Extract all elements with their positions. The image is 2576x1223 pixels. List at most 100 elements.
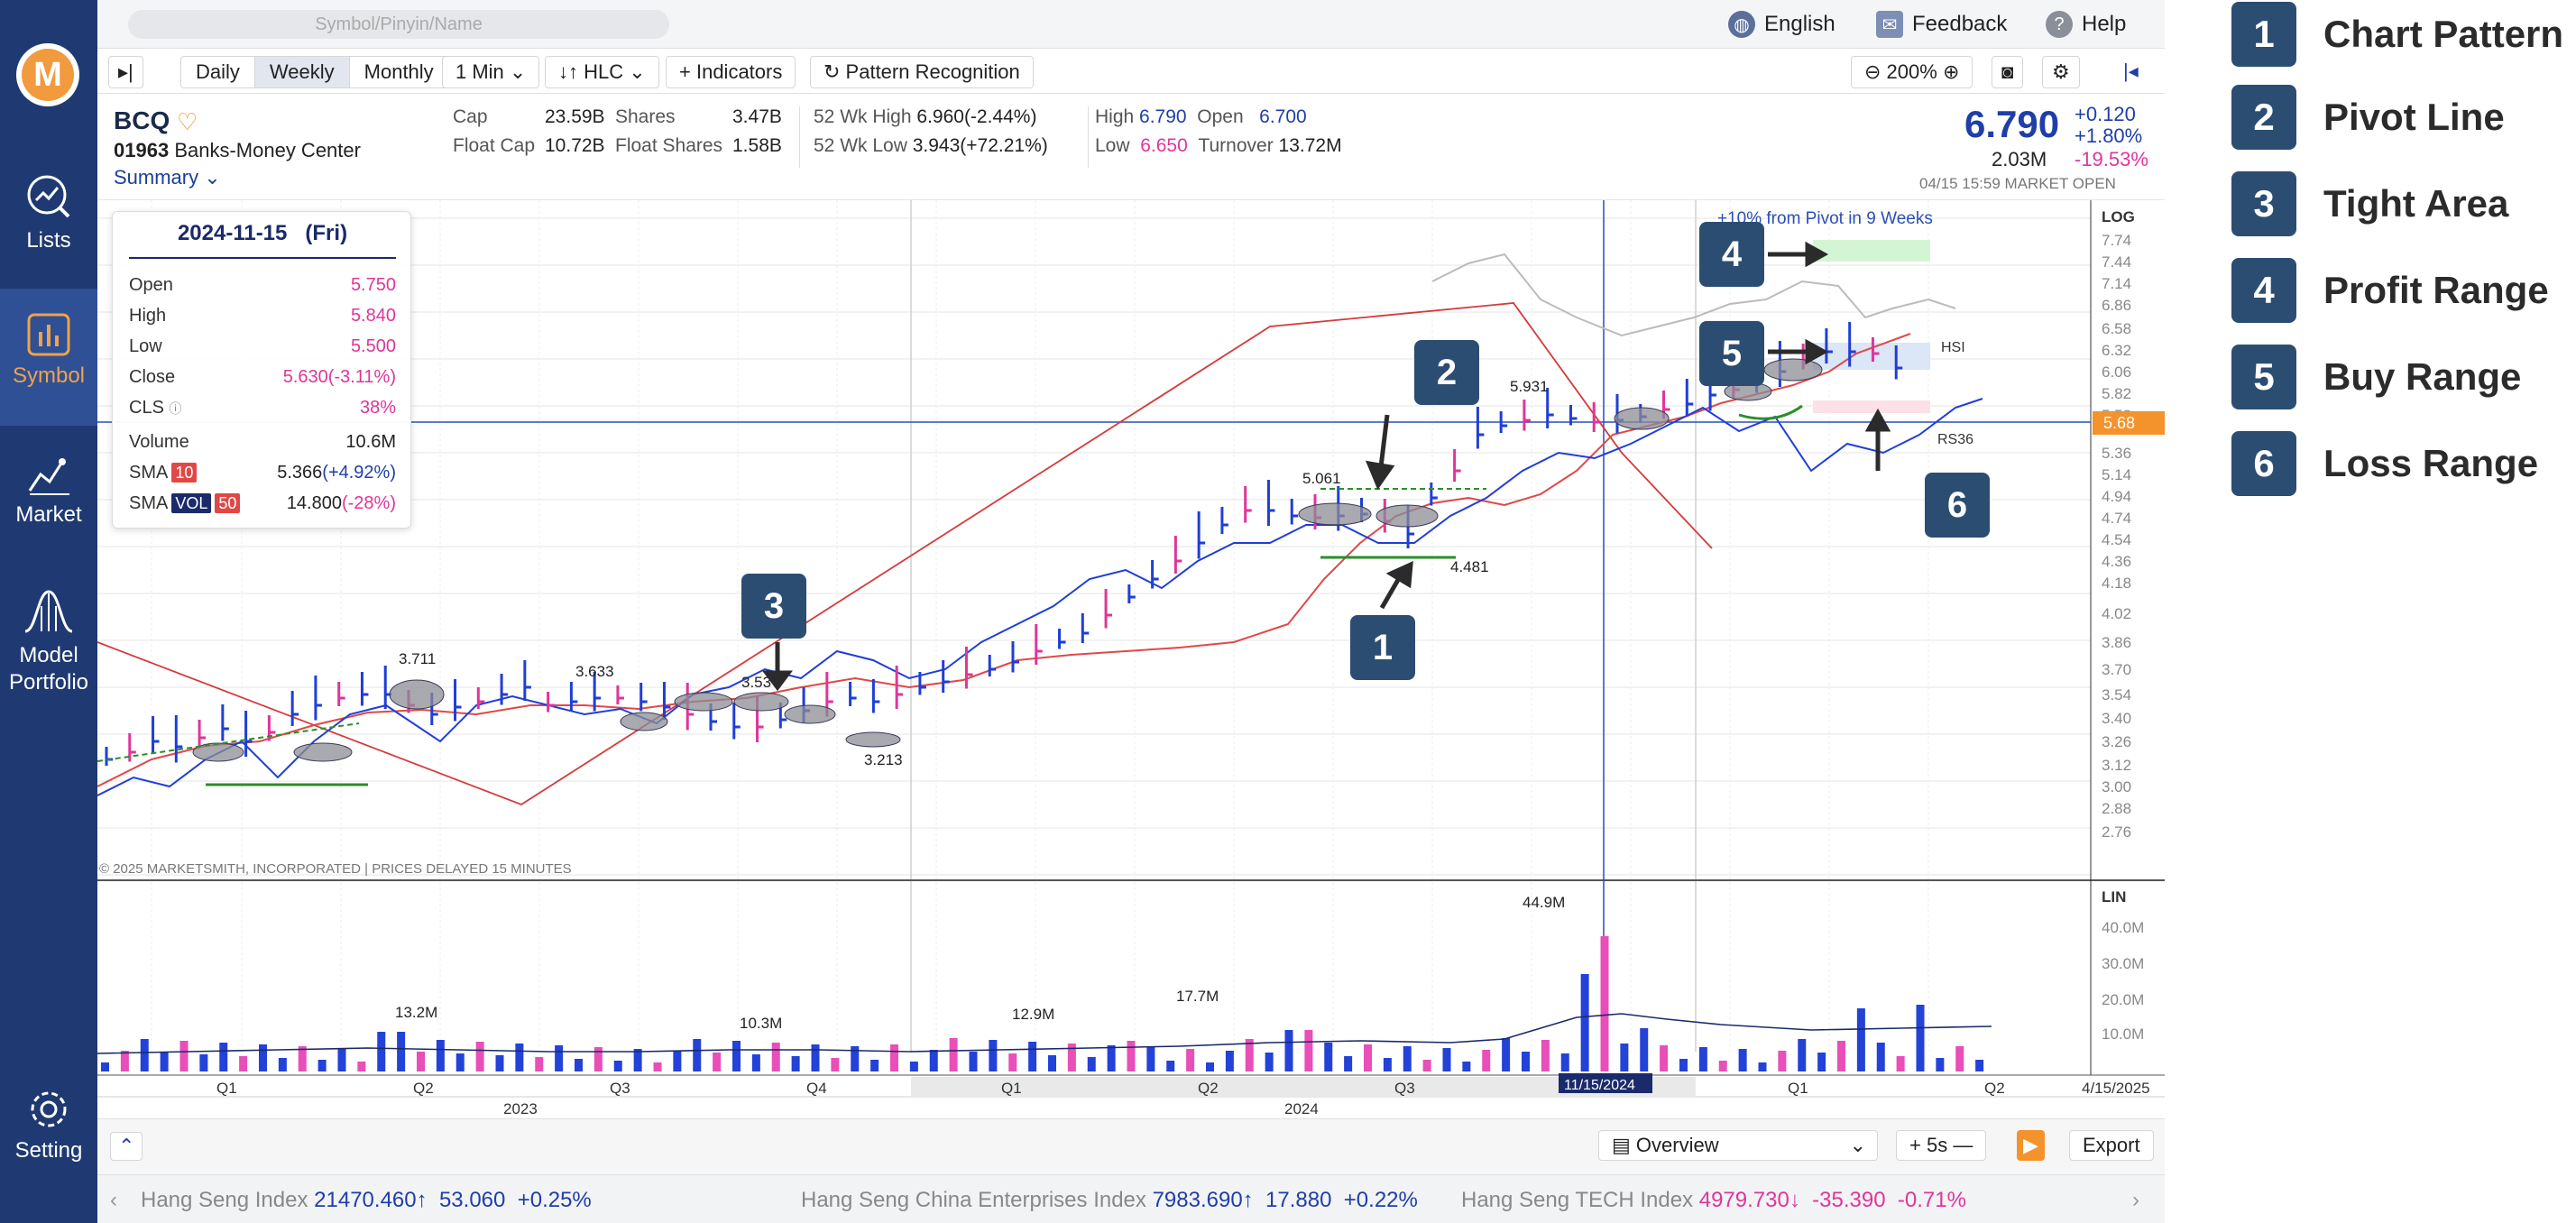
ticker-prev-icon[interactable]: ‹ <box>110 1188 117 1212</box>
interval-dropdown[interactable]: 1 Min ⌄ <box>442 56 540 88</box>
sidebar-item-setting[interactable]: Setting <box>0 1087 97 1186</box>
volume-bar <box>989 1040 998 1071</box>
collapse-panel-button[interactable]: |◂ <box>2116 56 2146 88</box>
volume-value: 2.03M <box>1992 148 2047 170</box>
svg-text:4.481: 4.481 <box>1450 558 1489 575</box>
volume-sma-line <box>97 1013 1992 1054</box>
volume-bar <box>1127 1041 1136 1071</box>
svg-text:Q4: Q4 <box>806 1080 827 1097</box>
help-icon: ? <box>2046 11 2073 38</box>
ticker-item-hstech[interactable]: Hang Seng TECH Index 4979.730↓ -35.390 -… <box>1461 1188 1966 1212</box>
svg-text:Q3: Q3 <box>1394 1080 1415 1097</box>
price-change-pct: +1.80% <box>2075 124 2143 147</box>
chart-style-dropdown[interactable]: ↓↑ HLC ⌄ <box>545 56 659 88</box>
volume-bar <box>317 1060 327 1071</box>
indicators-button[interactable]: + Indicators <box>666 56 796 88</box>
overview-dropdown[interactable]: ▤ Overview ⌄ <box>1598 1130 1878 1161</box>
vertical-grid <box>151 200 1929 1052</box>
sidebar: M Lists Symbol Market <box>0 0 97 1223</box>
help-link[interactable]: ? Help <box>2046 11 2126 38</box>
settings-button[interactable]: ⚙ <box>2042 56 2080 88</box>
year-labels: 2023 2024 <box>503 1100 1319 1117</box>
volume-bar <box>870 1060 879 1071</box>
log-scale-label[interactable]: LOG <box>2102 208 2135 225</box>
svg-text:4.94: 4.94 <box>2102 488 2131 505</box>
sidebar-item-symbol[interactable]: Symbol <box>0 289 97 426</box>
svg-text:4.74: 4.74 <box>2102 510 2131 527</box>
chart-callout-6: 6 <box>1925 473 1990 538</box>
collapse-up-button[interactable]: ⌃ <box>110 1132 143 1161</box>
volume-bar <box>693 1039 702 1071</box>
chart-controls: ⌃ ▤ Overview ⌄ + 5s — ▶ Export <box>97 1118 2165 1174</box>
legend-pivot-line: 2 Pivot Line <box>2231 83 2505 152</box>
svg-text:10.3M: 10.3M <box>740 1015 782 1032</box>
lin-scale-label[interactable]: LIN <box>2102 888 2126 906</box>
chart-circle-icon <box>27 175 70 218</box>
volume-bar <box>1482 1050 1491 1071</box>
favorite-heart-icon[interactable]: ♡ <box>177 108 198 135</box>
volume-change-pct: -19.53% <box>2075 148 2148 170</box>
language-selector[interactable]: ◍ English <box>1728 11 1835 38</box>
sidebar-item-label: Market <box>15 502 82 527</box>
pattern-recognition-button[interactable]: ↻ Pattern Recognition <box>810 56 1034 88</box>
sidebar-item-lists[interactable]: Lists <box>0 171 97 271</box>
ticker-next-icon[interactable]: › <box>2132 1188 2139 1212</box>
rs-label: RS36 <box>1937 432 1973 447</box>
play-icon: ▶ <box>2023 1134 2038 1156</box>
app-logo[interactable]: M <box>16 43 79 106</box>
volume-annotations: 13.2M 10.3M 12.9M 17.7M 44.9M <box>395 894 1565 1032</box>
legend-label: Pivot Line <box>2323 96 2505 138</box>
volume-bar <box>1422 1060 1431 1071</box>
index-ticker: ‹ Hang Seng Index 21470.460↑ 53.060 +0.2… <box>97 1174 2165 1223</box>
svg-text:4.36: 4.36 <box>2102 553 2131 570</box>
volume-bar <box>1245 1039 1254 1071</box>
sidebar-item-market[interactable]: Market <box>0 451 97 550</box>
period-daily[interactable]: Daily <box>181 57 255 87</box>
search-input[interactable]: Symbol/Pinyin/Name <box>128 10 669 39</box>
legend-number: 6 <box>2231 431 2296 496</box>
export-button[interactable]: Export <box>2069 1130 2154 1161</box>
legend-label: Profit Range <box>2323 269 2549 311</box>
play-button[interactable]: ▶ <box>2017 1130 2045 1161</box>
help-label: Help <box>2082 12 2127 36</box>
playback-speed-control[interactable]: + 5s — <box>1896 1130 1987 1161</box>
volume-bar <box>1067 1044 1076 1071</box>
expand-panel-button[interactable]: ▸| <box>108 56 143 88</box>
chevron-up-icon: ⌃ <box>118 1135 135 1157</box>
period-monthly[interactable]: Monthly <box>363 60 434 83</box>
volume-bar <box>1265 1053 1274 1071</box>
logo-mark-icon: M <box>22 49 74 101</box>
price-chart[interactable]: LOG LIN 7.74 7.44 7.14 6.86 6.58 6.32 6.06 5… <box>97 200 2165 1118</box>
zoom-out-icon: ⊖ <box>1864 60 1887 83</box>
volume-bar <box>1442 1048 1451 1071</box>
feedback-link[interactable]: ✉ Feedback <box>1876 11 2007 38</box>
zoom-control[interactable]: ⊖ 200% ⊕ <box>1851 56 1973 88</box>
plus-icon: + <box>1909 1134 1927 1156</box>
ticker-item-hsi[interactable]: Hang Seng Index 21470.460↑ 53.060 +0.25% <box>141 1188 592 1212</box>
info-icon: ⓘ <box>169 401 182 416</box>
volume-bar <box>1008 1053 1017 1071</box>
volume-bar <box>377 1032 386 1071</box>
tooltip-row-low: Low 5.500 <box>129 336 396 356</box>
divider <box>1088 106 1089 168</box>
sidebar-item-model-portfolio[interactable]: Model Portfolio <box>0 586 97 722</box>
svg-text:44.9M: 44.9M <box>1523 894 1565 911</box>
interval-label: 1 Min <box>455 60 504 83</box>
ticker-item-hscei[interactable]: Hang Seng China Enterprises Index 7983.6… <box>801 1188 1418 1212</box>
volume-bar <box>1698 1047 1707 1071</box>
summary-toggle[interactable]: Summary ⌄ <box>114 166 221 189</box>
svg-text:5.82: 5.82 <box>2102 385 2131 402</box>
layout-icon: ▤ <box>1612 1134 1636 1156</box>
svg-text:Q3: Q3 <box>610 1080 630 1097</box>
volume-bar <box>673 1051 682 1071</box>
chart-callout-2: 2 <box>1414 340 1479 405</box>
volume-bar <box>1955 1046 1964 1071</box>
volume-bar <box>337 1048 346 1071</box>
svg-text:Q2: Q2 <box>1984 1080 2005 1097</box>
period-weekly[interactable]: Weekly <box>254 57 350 87</box>
screenshot-button[interactable]: ◙ <box>1992 56 2024 88</box>
volume-bar <box>436 1040 445 1071</box>
divider <box>799 106 800 168</box>
volume-bar <box>1225 1051 1234 1071</box>
legend-chart-pattern: 1 Chart Pattern <box>2231 0 2563 69</box>
